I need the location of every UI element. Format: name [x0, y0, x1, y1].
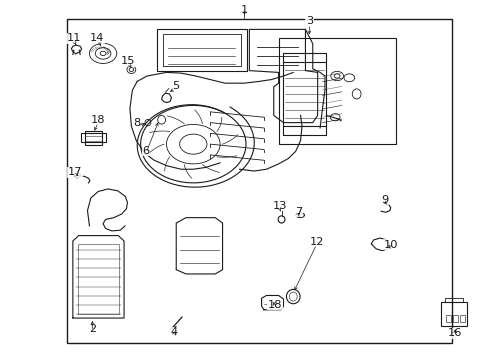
- Bar: [278, 39, 395, 144]
- Text: 10: 10: [383, 239, 397, 249]
- Text: 11: 11: [66, 33, 81, 43]
- Text: 6: 6: [142, 145, 149, 156]
- Bar: [452, 315, 457, 322]
- Text: 18: 18: [91, 115, 105, 125]
- Text: 13: 13: [272, 201, 286, 211]
- Text: 16: 16: [447, 328, 461, 338]
- Bar: [445, 298, 462, 302]
- Text: 7: 7: [294, 207, 302, 217]
- Text: 12: 12: [309, 237, 323, 247]
- Text: 3: 3: [305, 17, 312, 27]
- Text: 2: 2: [89, 324, 96, 334]
- Bar: [441, 302, 466, 326]
- Text: 9: 9: [381, 195, 388, 205]
- Text: 18: 18: [267, 300, 282, 310]
- Bar: [459, 315, 464, 322]
- Text: 4: 4: [170, 327, 177, 337]
- Text: 14: 14: [89, 33, 104, 43]
- Text: 15: 15: [121, 56, 136, 66]
- Text: 5: 5: [171, 81, 179, 91]
- Bar: [66, 19, 451, 343]
- Bar: [84, 131, 102, 145]
- Text: 8: 8: [133, 118, 141, 128]
- Bar: [81, 133, 105, 142]
- Text: 17: 17: [67, 167, 82, 177]
- Bar: [446, 315, 450, 322]
- Text: 1: 1: [241, 5, 247, 15]
